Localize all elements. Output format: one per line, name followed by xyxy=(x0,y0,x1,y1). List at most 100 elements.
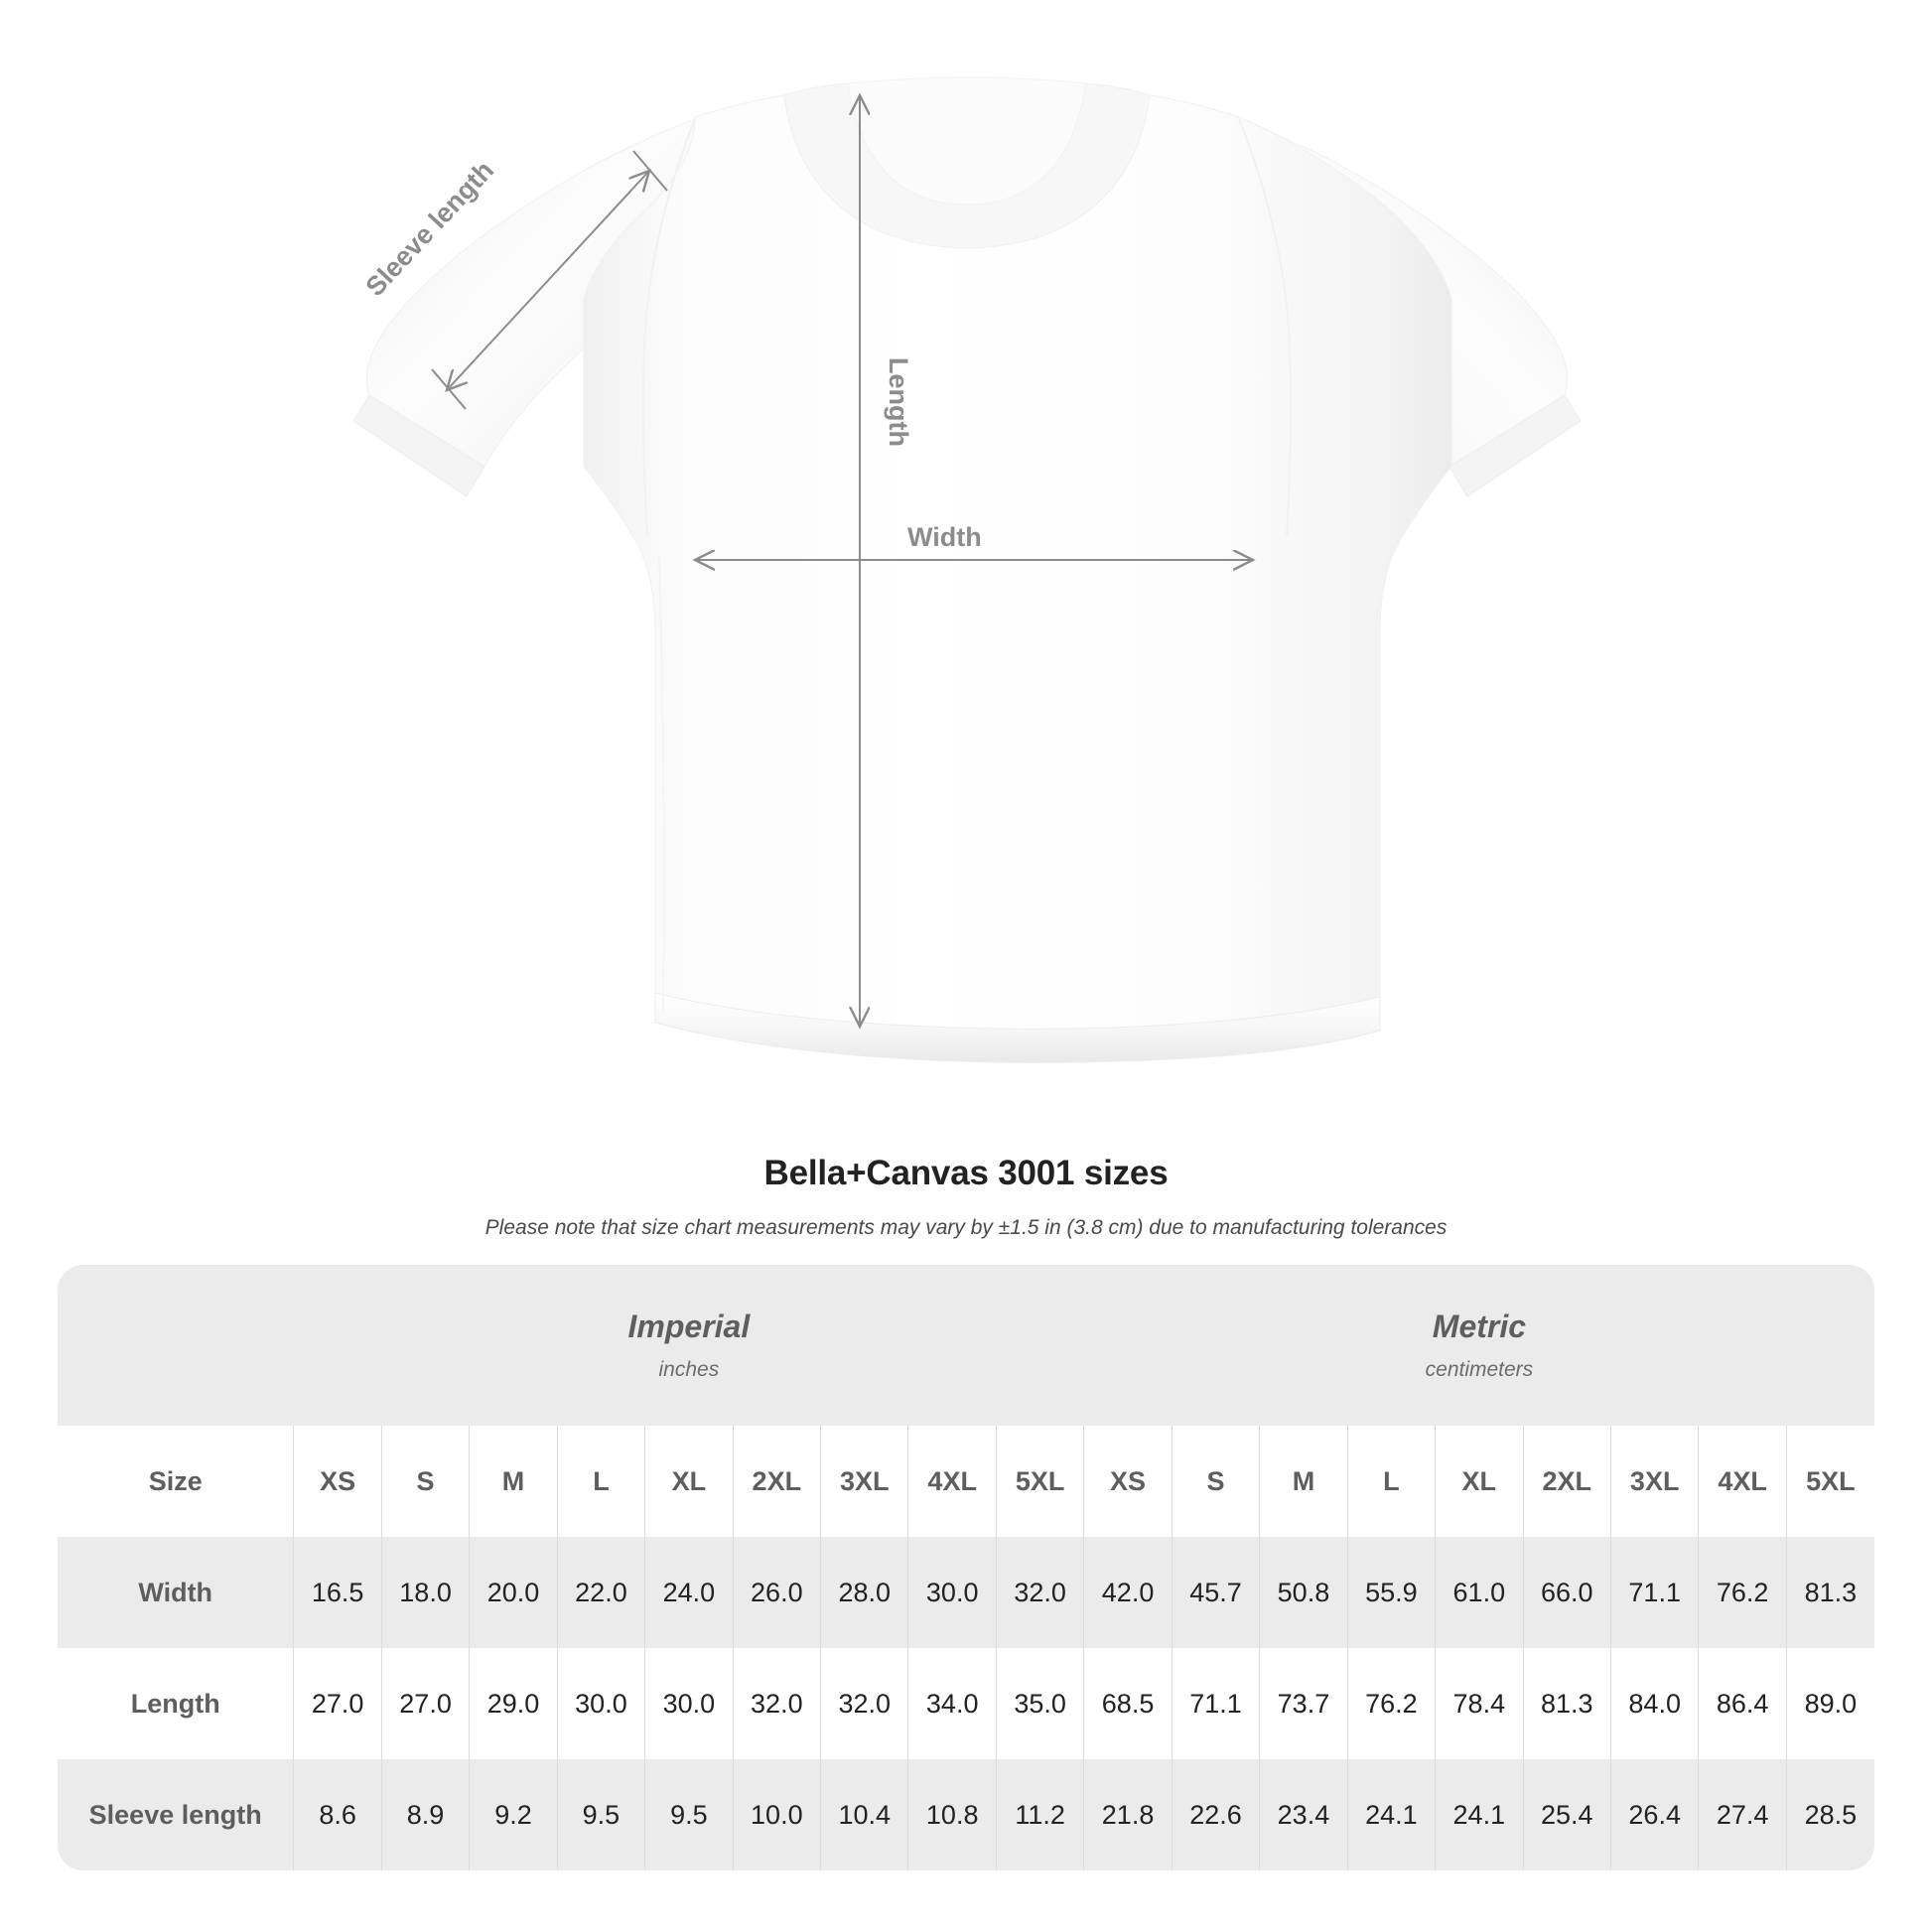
cell-width-metric-xs: 42.0 xyxy=(1083,1537,1173,1648)
cell-sleeve-length-metric-s: 22.6 xyxy=(1171,1759,1260,1870)
cell-length-imperial-m: 29.0 xyxy=(469,1648,558,1759)
column-header-imperial-s: S xyxy=(380,1426,470,1537)
page-title: Bella+Canvas 3001 sizes xyxy=(763,1154,1169,1192)
column-header-metric-4xl: 4XL xyxy=(1698,1426,1787,1537)
cell-width-imperial-xl: 24.0 xyxy=(644,1537,734,1648)
unit-row-spacer xyxy=(58,1265,294,1426)
column-header-metric-3xl: 3XL xyxy=(1609,1426,1699,1537)
column-header-imperial-2xl: 2XL xyxy=(732,1426,821,1537)
unit-group-subtitle: centimeters xyxy=(1425,1358,1534,1382)
cell-length-imperial-xs: 27.0 xyxy=(293,1648,382,1759)
cell-length-metric-xs: 68.5 xyxy=(1083,1648,1173,1759)
column-header-metric-5xl: 5XL xyxy=(1785,1426,1874,1537)
cell-length-imperial-4xl: 34.0 xyxy=(907,1648,997,1759)
cell-width-imperial-2xl: 26.0 xyxy=(732,1537,821,1648)
cell-sleeve-length-imperial-s: 8.9 xyxy=(380,1759,470,1870)
cell-sleeve-length-imperial-m: 9.2 xyxy=(469,1759,558,1870)
cell-length-imperial-s: 27.0 xyxy=(380,1648,470,1759)
cell-sleeve-length-imperial-5xl: 11.2 xyxy=(995,1759,1084,1870)
cell-sleeve-length-imperial-2xl: 10.0 xyxy=(732,1759,821,1870)
row-header-sleeve-length: Sleeve length xyxy=(58,1759,294,1870)
column-header-metric-l: L xyxy=(1346,1426,1436,1537)
column-header-imperial-3xl: 3XL xyxy=(820,1426,908,1537)
unit-group-subtitle: inches xyxy=(658,1358,720,1382)
unit-group-name: Metric xyxy=(1432,1308,1527,1344)
unit-group-imperial: Imperial inches xyxy=(293,1265,1084,1426)
cell-sleeve-length-metric-l: 24.1 xyxy=(1346,1759,1436,1870)
cell-width-metric-2xl: 66.0 xyxy=(1522,1537,1611,1648)
right-seam xyxy=(1238,118,1293,537)
cell-sleeve-length-imperial-xl: 9.5 xyxy=(644,1759,734,1870)
left-body-fold xyxy=(658,555,665,1014)
left-cuff xyxy=(352,394,485,497)
cell-sleeve-length-imperial-3xl: 10.4 xyxy=(820,1759,908,1870)
bottom-hem xyxy=(654,992,1381,1063)
cell-length-metric-5xl: 89.0 xyxy=(1785,1648,1874,1759)
column-header-imperial-m: M xyxy=(469,1426,558,1537)
column-header-imperial-4xl: 4XL xyxy=(907,1426,997,1537)
cell-width-imperial-l: 22.0 xyxy=(556,1537,645,1648)
cell-width-metric-5xl: 81.3 xyxy=(1785,1537,1874,1648)
unit-group-row: Imperial inches Metric centimeters xyxy=(58,1265,1874,1426)
column-header-metric-2xl: 2XL xyxy=(1522,1426,1611,1537)
sleeve-length-arrow xyxy=(447,171,649,390)
cell-length-metric-l: 76.2 xyxy=(1346,1648,1436,1759)
column-header-metric-xl: XL xyxy=(1435,1426,1524,1537)
length-label: Length xyxy=(884,357,913,447)
cell-width-metric-xl: 61.0 xyxy=(1435,1537,1524,1648)
unit-group-metric: Metric centimeters xyxy=(1083,1265,1874,1426)
column-header-metric-xs: XS xyxy=(1083,1426,1173,1537)
column-header-imperial-l: L xyxy=(556,1426,645,1537)
cell-sleeve-length-metric-3xl: 26.4 xyxy=(1609,1759,1699,1870)
cell-width-imperial-xs: 16.5 xyxy=(293,1537,382,1648)
cell-length-imperial-2xl: 32.0 xyxy=(732,1648,821,1759)
cell-length-metric-xl: 78.4 xyxy=(1435,1648,1524,1759)
cell-width-imperial-3xl: 28.0 xyxy=(820,1537,908,1648)
cell-length-metric-4xl: 86.4 xyxy=(1698,1648,1787,1759)
column-header-imperial-xs: XS xyxy=(293,1426,382,1537)
tshirt-illustration: Sleeve length Length Width xyxy=(352,76,1582,1063)
cell-length-imperial-l: 30.0 xyxy=(556,1648,645,1759)
cell-length-imperial-xl: 30.0 xyxy=(644,1648,734,1759)
column-header-imperial-xl: XL xyxy=(644,1426,734,1537)
cell-sleeve-length-imperial-xs: 8.6 xyxy=(293,1759,382,1870)
cell-sleeve-length-metric-xs: 21.8 xyxy=(1083,1759,1173,1870)
size-chart-table: Imperial inches Metric centimeters Size XS S M L… xyxy=(58,1265,1874,1870)
cell-sleeve-length-metric-xl: 24.1 xyxy=(1435,1759,1524,1870)
cell-width-metric-4xl: 76.2 xyxy=(1698,1537,1787,1648)
table-row: Sleeve length 8.6 8.9 9.2 9.5 9.5 10.0 10.4 10.8… xyxy=(58,1759,1874,1870)
width-label: Width xyxy=(907,522,982,552)
cell-width-metric-s: 45.7 xyxy=(1171,1537,1260,1648)
cell-length-imperial-5xl: 35.0 xyxy=(995,1648,1084,1759)
sleeve-tick-start xyxy=(431,368,467,410)
cell-length-metric-3xl: 84.0 xyxy=(1609,1648,1699,1759)
cell-width-metric-3xl: 71.1 xyxy=(1609,1537,1699,1648)
sleeve-tick-end xyxy=(632,150,668,192)
cell-width-metric-m: 50.8 xyxy=(1259,1537,1348,1648)
right-cuff xyxy=(1449,394,1582,497)
cell-sleeve-length-metric-5xl: 28.5 xyxy=(1785,1759,1874,1870)
cell-width-imperial-m: 20.0 xyxy=(469,1537,558,1648)
cell-length-imperial-3xl: 32.0 xyxy=(820,1648,908,1759)
cell-sleeve-length-metric-2xl: 25.4 xyxy=(1522,1759,1611,1870)
cell-width-imperial-4xl: 30.0 xyxy=(907,1537,997,1648)
table-row: Length 27.0 27.0 29.0 30.0 30.0 32.0 32.0 34.0 35… xyxy=(58,1648,1874,1759)
cell-length-metric-s: 71.1 xyxy=(1171,1648,1260,1759)
cell-length-metric-2xl: 81.3 xyxy=(1522,1648,1611,1759)
column-header-imperial-5xl: 5XL xyxy=(995,1426,1084,1537)
unit-group-name: Imperial xyxy=(627,1308,751,1344)
column-header-metric-s: S xyxy=(1171,1426,1260,1537)
cell-sleeve-length-metric-4xl: 27.4 xyxy=(1698,1759,1787,1870)
table-row: Width 16.5 18.0 20.0 22.0 24.0 26.0 28.0 30.0 32.… xyxy=(58,1537,1874,1648)
cell-sleeve-length-imperial-l: 9.5 xyxy=(556,1759,645,1870)
size-header-row: Size XS S M L XL 2XL 3XL 4XL 5XL XS S M L XL 2XL 3XL 4XL 5… xyxy=(58,1426,1874,1537)
cell-width-imperial-5xl: 32.0 xyxy=(995,1537,1084,1648)
tolerance-note: Please note that size chart measurements… xyxy=(484,1216,1448,1239)
column-header-size: Size xyxy=(58,1426,294,1537)
collar-opening xyxy=(847,76,1087,206)
shirt-body xyxy=(583,82,1452,1061)
cell-sleeve-length-metric-m: 23.4 xyxy=(1259,1759,1348,1870)
cell-sleeve-length-imperial-4xl: 10.8 xyxy=(907,1759,997,1870)
row-header-width: Width xyxy=(58,1537,294,1648)
cell-length-metric-m: 73.7 xyxy=(1259,1648,1348,1759)
